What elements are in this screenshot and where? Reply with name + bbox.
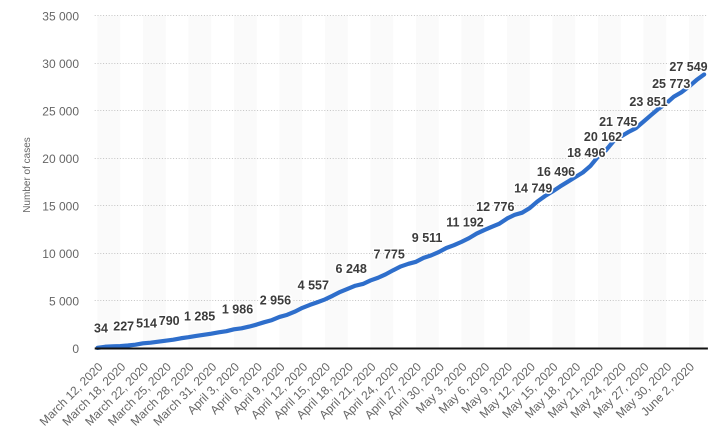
svg-text:34: 34 bbox=[94, 321, 108, 335]
svg-text:15 000: 15 000 bbox=[42, 199, 79, 213]
svg-text:227: 227 bbox=[113, 319, 134, 333]
svg-text:1 986: 1 986 bbox=[222, 303, 253, 317]
svg-text:2 956: 2 956 bbox=[260, 294, 291, 308]
svg-text:23 851: 23 851 bbox=[629, 95, 667, 109]
svg-text:25 773: 25 773 bbox=[652, 77, 690, 91]
svg-text:Number of cases: Number of cases bbox=[22, 137, 33, 213]
svg-text:14 749: 14 749 bbox=[514, 182, 552, 196]
svg-text:25 000: 25 000 bbox=[42, 104, 79, 118]
svg-text:21 745: 21 745 bbox=[599, 115, 637, 129]
svg-text:514: 514 bbox=[136, 317, 157, 331]
svg-text:18 496: 18 496 bbox=[567, 146, 605, 160]
svg-text:1 285: 1 285 bbox=[184, 309, 215, 323]
svg-text:10 000: 10 000 bbox=[42, 247, 79, 261]
svg-text:20 162: 20 162 bbox=[584, 130, 622, 144]
svg-text:9 511: 9 511 bbox=[412, 231, 443, 245]
svg-text:11 192: 11 192 bbox=[446, 215, 484, 229]
svg-text:0: 0 bbox=[72, 342, 79, 356]
svg-text:6 248: 6 248 bbox=[336, 262, 367, 276]
svg-text:4 557: 4 557 bbox=[298, 278, 329, 292]
svg-text:5 000: 5 000 bbox=[49, 294, 79, 308]
svg-text:27 549: 27 549 bbox=[669, 60, 707, 74]
svg-text:12 776: 12 776 bbox=[476, 200, 514, 214]
svg-text:16 496: 16 496 bbox=[537, 165, 575, 179]
svg-text:20 000: 20 000 bbox=[42, 152, 79, 166]
svg-text:7 775: 7 775 bbox=[374, 248, 405, 262]
svg-text:35 000: 35 000 bbox=[42, 9, 79, 23]
svg-text:790: 790 bbox=[159, 314, 180, 328]
svg-text:30 000: 30 000 bbox=[42, 57, 79, 71]
